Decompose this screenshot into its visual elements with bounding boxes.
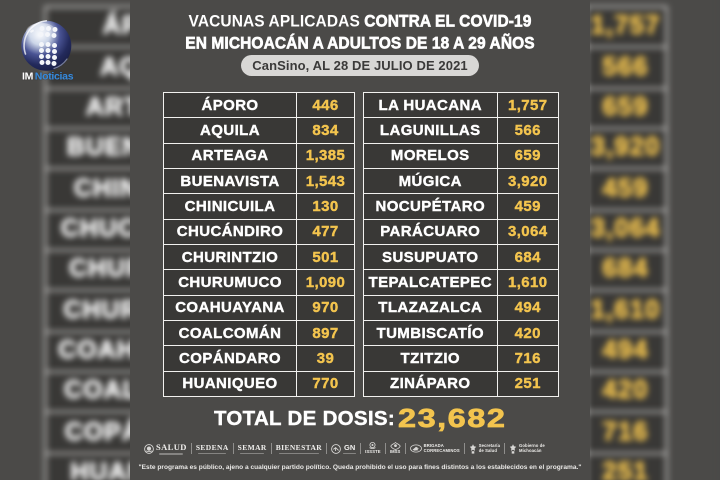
svg-text:IM: IM [22,71,34,83]
svg-text:Noticias: Noticias [35,71,74,83]
